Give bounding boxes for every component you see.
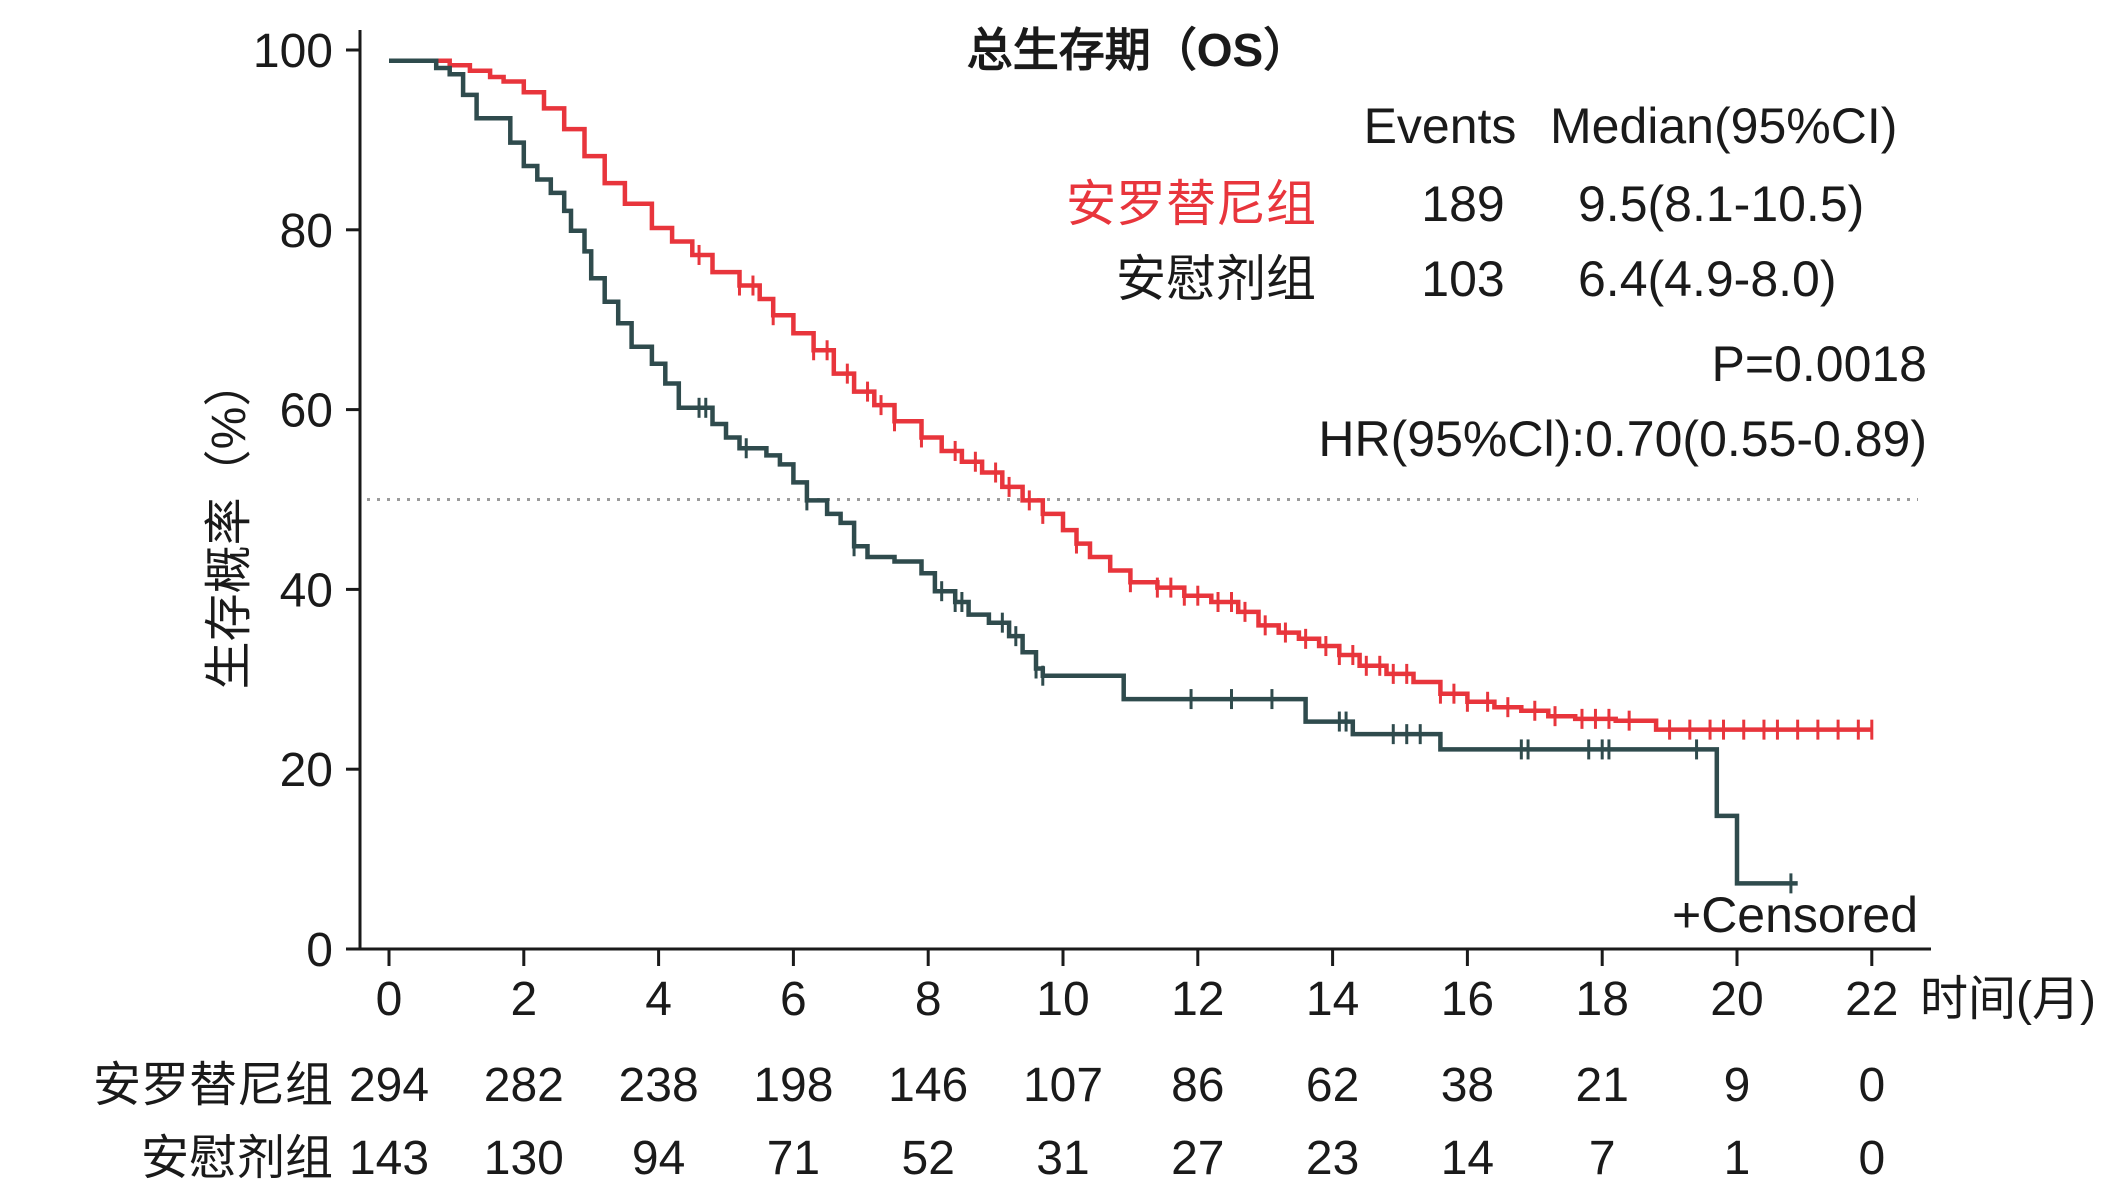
y-tick-label: 0 bbox=[306, 924, 333, 977]
at-risk-count: 0 bbox=[1858, 1059, 1885, 1112]
at-risk-count: 94 bbox=[632, 1132, 685, 1185]
x-axis-ticks: 0 2 4 6 8 10 12 14 16 18 20 22 bbox=[376, 949, 1898, 1026]
at-risk-count: 62 bbox=[1306, 1059, 1359, 1112]
at-risk-count: 9 bbox=[1724, 1059, 1751, 1112]
y-tick-label: 60 bbox=[280, 385, 333, 438]
at-risk-count: 14 bbox=[1441, 1132, 1494, 1185]
series-2-group bbox=[389, 58, 1798, 894]
legend-series-1-name: 安罗替尼组 bbox=[1066, 176, 1316, 232]
at-risk-count: 21 bbox=[1576, 1059, 1629, 1112]
x-tick-label: 4 bbox=[645, 973, 672, 1026]
at-risk-count: 27 bbox=[1171, 1132, 1224, 1185]
at-risk-count: 71 bbox=[767, 1132, 820, 1185]
at-risk-count: 52 bbox=[902, 1132, 955, 1185]
at-risk-count: 1 bbox=[1724, 1132, 1751, 1185]
at-risk-count: 31 bbox=[1036, 1132, 1089, 1185]
at-risk-count: 143 bbox=[349, 1132, 429, 1185]
x-tick-label: 8 bbox=[915, 973, 942, 1026]
x-tick-label: 6 bbox=[780, 973, 807, 1026]
x-tick-label: 22 bbox=[1845, 973, 1898, 1026]
x-tick-label: 20 bbox=[1710, 973, 1763, 1026]
number-at-risk-table: 安罗替尼组 安慰剂组 294 282 238 198 146 107 86 62 38 21 9 01… bbox=[93, 1059, 1885, 1185]
risk-row-label-series-1: 安罗替尼组 bbox=[93, 1059, 333, 1112]
legend-events-header: Events bbox=[1364, 98, 1517, 154]
legend: Events Median(95%CI) 安罗替尼组 189 9.5(8.1-1… bbox=[1066, 98, 1897, 307]
legend-series-2-events: 103 bbox=[1421, 251, 1504, 307]
x-axis-label: 时间(月) bbox=[1920, 973, 2096, 1026]
x-tick-label: 16 bbox=[1441, 973, 1494, 1026]
x-tick-label: 0 bbox=[376, 973, 403, 1026]
x-tick-label: 2 bbox=[510, 973, 537, 1026]
survival-curves bbox=[389, 58, 1874, 894]
at-risk-count: 198 bbox=[753, 1059, 833, 1112]
at-risk-count: 86 bbox=[1171, 1059, 1224, 1112]
legend-median-header: Median(95%CI) bbox=[1550, 98, 1897, 154]
y-tick-label: 40 bbox=[280, 564, 333, 617]
y-tick-label: 100 bbox=[253, 25, 333, 78]
legend-series-2-name: 安慰剂组 bbox=[1116, 251, 1316, 307]
x-tick-label: 14 bbox=[1306, 973, 1359, 1026]
at-risk-count: 38 bbox=[1441, 1059, 1494, 1112]
survival-curve-series-1 bbox=[389, 58, 1872, 732]
x-tick-label: 10 bbox=[1036, 973, 1089, 1026]
risk-row-label-series-2: 安慰剂组 bbox=[141, 1132, 333, 1185]
x-tick-label: 12 bbox=[1171, 973, 1224, 1026]
y-axis-ticks: 0 20 40 60 80 100 bbox=[253, 25, 360, 977]
y-tick-label: 20 bbox=[280, 744, 333, 797]
x-tick-label: 18 bbox=[1576, 973, 1629, 1026]
at-risk-count: 238 bbox=[619, 1059, 699, 1112]
censored-legend: +Censored bbox=[1672, 887, 1918, 943]
at-risk-count: 146 bbox=[888, 1059, 968, 1112]
legend-series-2-median: 6.4(4.9-8.0) bbox=[1578, 251, 1836, 307]
at-risk-count: 0 bbox=[1858, 1132, 1885, 1185]
p-value-annotation: P=0.0018 bbox=[1712, 336, 1927, 392]
series-1-group bbox=[389, 58, 1874, 740]
at-risk-count: 282 bbox=[484, 1059, 564, 1112]
at-risk-count: 7 bbox=[1589, 1132, 1616, 1185]
chart-title: 总生存期（OS） bbox=[967, 24, 1309, 76]
at-risk-count: 130 bbox=[484, 1132, 564, 1185]
y-axis-label: 生存概率（%） bbox=[203, 359, 256, 690]
at-risk-count: 23 bbox=[1306, 1132, 1359, 1185]
y-tick-label: 80 bbox=[280, 205, 333, 258]
legend-series-1-median: 9.5(8.1-10.5) bbox=[1578, 176, 1864, 232]
legend-series-1-events: 189 bbox=[1421, 176, 1504, 232]
at-risk-count: 107 bbox=[1023, 1059, 1103, 1112]
at-risk-count: 294 bbox=[349, 1059, 429, 1112]
hazard-ratio-annotation: HR(95%Cl):0.70(0.55-0.89) bbox=[1318, 411, 1927, 467]
